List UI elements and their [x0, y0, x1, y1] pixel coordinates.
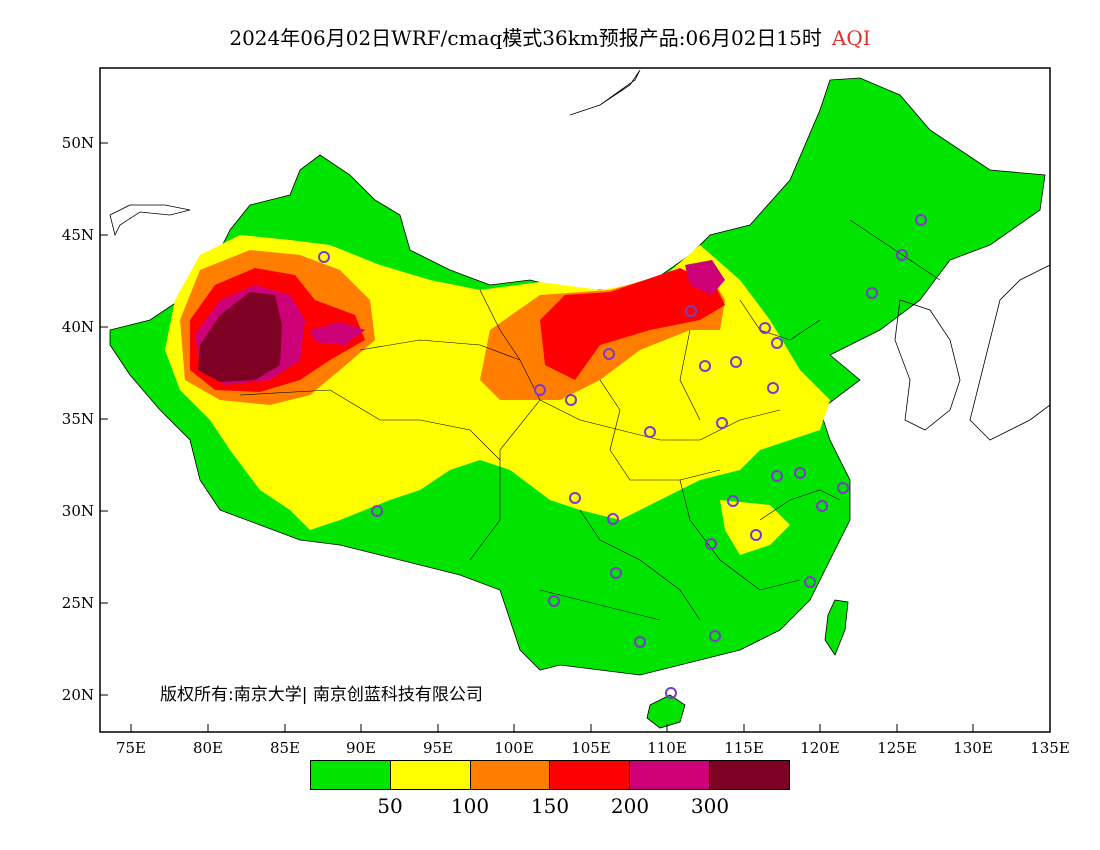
legend-swatch-hazardous: [710, 761, 789, 789]
lon-label-85e: 85E: [269, 739, 301, 757]
city-markers: [318, 214, 927, 699]
city-marker-harbin: [915, 214, 927, 226]
city-marker-nanjing: [794, 467, 806, 479]
lon-label-90e: 90E: [345, 739, 377, 757]
lon-label-105e: 105E: [571, 739, 611, 757]
city-marker-yinchuan: [603, 348, 615, 360]
lat-ticks: [100, 142, 108, 696]
lat-label-20n: 20N: [61, 686, 94, 704]
legend-value-50: 50: [377, 794, 403, 818]
city-marker-fuzhou: [804, 576, 816, 588]
lat-label-50n: 50N: [61, 134, 94, 152]
lat-label-45n: 45N: [61, 226, 94, 244]
lon-label-115e: 115E: [724, 739, 764, 757]
lon-label-80e: 80E: [192, 739, 224, 757]
aqi-very-unhealthy-east: [310, 322, 365, 345]
taiwan-island: [824, 599, 849, 656]
city-marker-kunming: [548, 595, 560, 607]
city-marker-changsha: [705, 538, 717, 550]
map-title: 2024年06月02日WRF/cmaq模式36km预报产品:06月02日15时 A…: [0, 22, 1100, 51]
lon-label-130e: 130E: [953, 739, 993, 757]
city-marker-tianjin: [771, 337, 783, 349]
city-marker-chongqing: [607, 513, 619, 525]
city-marker-zhengzhou: [716, 417, 728, 429]
city-marker-lanzhou: [565, 394, 577, 406]
city-marker-lhasa: [371, 505, 383, 517]
title-main: 2024年06月02日WRF/cmaq模式36km预报产品:06月02日15时: [229, 26, 822, 50]
kazakh-lake-outline: [109, 204, 191, 237]
city-marker-xian: [644, 426, 656, 438]
lon-ticks: [130, 724, 1051, 732]
legend-value-200: 200: [610, 794, 650, 818]
title-product: AQI: [831, 26, 871, 50]
map-frame: [99, 67, 1051, 733]
lon-label-75e: 75E: [115, 739, 147, 757]
lon-label-95e: 95E: [422, 739, 454, 757]
hainan-island: [646, 694, 686, 729]
aqi-hazardous-zone: [198, 292, 282, 382]
legend-swatch-moderate: [390, 761, 471, 789]
city-marker-shijiazhuang: [730, 356, 742, 368]
lat-label-40n: 40N: [61, 318, 94, 336]
aqi-moderate-patch: [720, 500, 790, 555]
city-marker-nanchang: [750, 529, 762, 541]
korea-outline: [894, 299, 961, 431]
japan-outline: [969, 264, 1050, 441]
legend-swatch-good: [311, 761, 391, 789]
aqi-unhealthy-zone-north: [540, 268, 725, 380]
city-marker-hefei: [771, 470, 783, 482]
city-marker-shanghai: [837, 482, 849, 494]
aqi-very-unhealthy-north: [685, 260, 725, 295]
province-borders: [239, 219, 941, 621]
city-marker-shenyang: [866, 287, 878, 299]
city-marker-hangzhou: [816, 500, 828, 512]
city-marker-guiyang: [610, 567, 622, 579]
city-marker-xining: [534, 384, 546, 396]
legend-swatch-unhealthy: [550, 761, 631, 789]
city-marker-beijing: [759, 322, 771, 334]
lon-label-120e: 120E: [800, 739, 840, 757]
lon-label-100e: 100E: [494, 739, 534, 757]
city-marker-jinan: [767, 382, 779, 394]
lon-label-110e: 110E: [647, 739, 687, 757]
lat-label-35n: 35N: [61, 410, 94, 428]
city-marker-urumqi: [318, 251, 330, 263]
city-marker-taiyuan: [699, 360, 711, 372]
legend-swatch-very-unhealthy: [630, 761, 711, 789]
city-marker-guangzhou: [709, 630, 721, 642]
legend-value-150: 150: [530, 794, 570, 818]
city-marker-chengdu: [569, 492, 581, 504]
lat-label-25n: 25N: [61, 594, 94, 612]
aqi-legend: [310, 760, 790, 790]
legend-value-100: 100: [450, 794, 490, 818]
baikal-outline: [569, 69, 641, 116]
legend-value-300: 300: [690, 794, 730, 818]
map-content: [109, 69, 1050, 729]
city-marker-hohhot: [685, 305, 697, 317]
city-marker-nanning: [634, 636, 646, 648]
city-marker-changchun: [896, 249, 908, 261]
lat-label-30n: 30N: [61, 502, 94, 520]
legend-swatch-usg: [470, 761, 551, 789]
city-marker-wuhan: [727, 495, 739, 507]
city-marker-haikou: [665, 687, 677, 699]
lon-label-135e: 135E: [1030, 739, 1070, 757]
copyright-notice: 版权所有:南京大学| 南京创蓝科技有限公司: [160, 685, 483, 705]
lon-label-125e: 125E: [877, 739, 917, 757]
